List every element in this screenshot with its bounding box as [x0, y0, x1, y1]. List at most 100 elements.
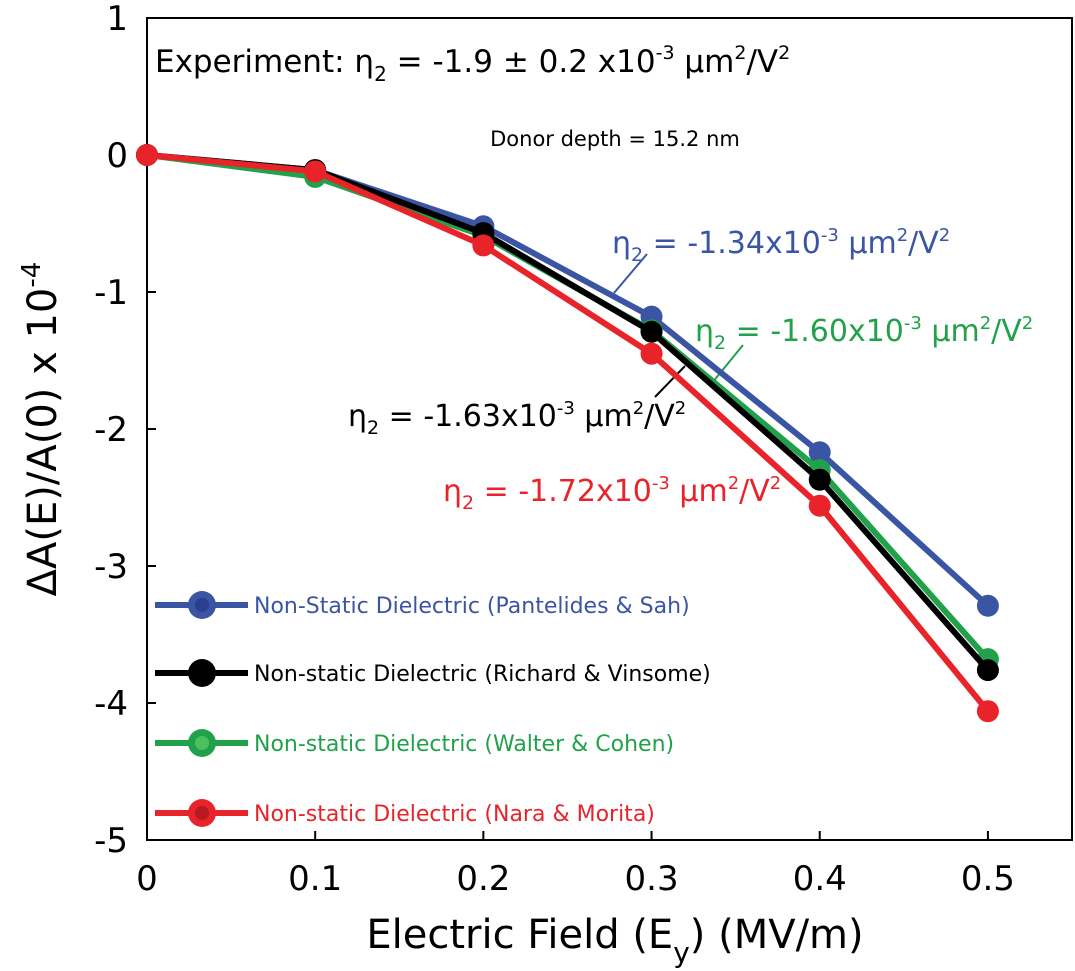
series-0-point — [808, 441, 831, 464]
eta-label-nara-value: = -1.72x10 — [474, 474, 652, 509]
legend: Non-Static Dielectric (Pantelides & Sah)… — [155, 591, 711, 827]
eta-label-walter-unit-sup: 2 — [980, 313, 991, 334]
axis-ticks — [146, 17, 989, 841]
eta-label-nara-unit: μm — [670, 474, 728, 509]
legend-swatch-marker-center — [195, 806, 209, 820]
eta-label-pantelides-tail-sup: 2 — [939, 225, 950, 246]
series-3-line — [144, 152, 991, 715]
eta-label-walter-tail-sup: 2 — [1022, 313, 1033, 334]
eta-label-walter-subscript: 2 — [714, 332, 726, 354]
series-3-point — [136, 144, 158, 166]
series-1-point — [808, 468, 831, 491]
eta-labels: η2 = -1.34x10-3 μm2/V2 η2 = -1.60x10-3 μ… — [348, 225, 1033, 514]
eta-label-nara-tail-sup: 2 — [770, 473, 781, 494]
series-0-point — [976, 594, 999, 617]
experiment-exponent: -3 — [656, 42, 675, 64]
leader-line-blue — [613, 253, 648, 294]
y-tick-label: -2 — [94, 410, 128, 450]
legend-label: Non-static Dielectric (Richard & Vinsome… — [254, 662, 711, 687]
experiment-value: = -1.9 ± 0.2 x10 — [387, 44, 656, 80]
eta-label-pantelides-value: = -1.34x10 — [643, 226, 821, 261]
x-tick-label: 0 — [136, 859, 158, 899]
eta-label-pantelides-subscript: 2 — [631, 244, 643, 266]
legend-label: Non-static Dielectric (Nara & Morita) — [254, 802, 655, 827]
y-axis-title-main: ΔA(E)/A(0) x 10 — [20, 288, 66, 597]
experiment-annotation: Experiment: η2 = -1.9 ± 0.2 x10-3 μm2/V2 — [155, 42, 790, 86]
eta-label-walter-value: = -1.60x10 — [726, 314, 904, 349]
legend-swatch-marker-center — [195, 598, 209, 612]
series-3 — [136, 144, 999, 723]
y-tick-label: -4 — [94, 684, 128, 724]
experiment-unit-superscript: 2 — [734, 42, 746, 64]
experiment-eta-subscript: 2 — [374, 62, 387, 86]
eta-label-nara: η2 = -1.72x10-3 μm2/V2 — [443, 473, 781, 514]
eta-label-richard-unit: μm — [575, 399, 633, 434]
eta-label-richard-unit-sup: 2 — [633, 398, 644, 419]
eta-label-walter-exponent: -3 — [904, 313, 922, 334]
eta-label-nara-unit-sup: 2 — [728, 473, 739, 494]
y-tick-label: -5 — [94, 821, 128, 861]
leader-line-black — [654, 365, 686, 398]
legend-label: Non-Static Dielectric (Pantelides & Sah) — [254, 594, 690, 619]
series-0-line — [144, 152, 991, 609]
x-axis-title-subscript: y — [673, 936, 690, 969]
eta-label-pantelides-tail: /V — [908, 226, 939, 261]
experiment-unit: μm — [675, 44, 735, 80]
y-tick-label: 0 — [106, 136, 128, 176]
eta-label-nara-symbol: η — [443, 474, 462, 509]
y-tick-label: -3 — [94, 547, 128, 587]
series-layer — [136, 144, 999, 723]
y-axis-title-superscript: -4 — [17, 262, 47, 288]
experiment-prefix: Experiment: η — [155, 44, 374, 80]
eta-label-richard-exponent: -3 — [557, 398, 575, 419]
eta-label-walter: η2 = -1.60x10-3 μm2/V2 — [695, 313, 1033, 354]
legend-item-3: Non-static Dielectric (Nara & Morita) — [155, 799, 655, 827]
series-3-point — [976, 700, 999, 723]
x-axis-title: Electric Field (Ey) (MV/m) — [366, 912, 863, 969]
eta-label-walter-tail: /V — [991, 314, 1022, 349]
eta-label-pantelides-symbol: η — [612, 226, 631, 261]
eta-label-richard-symbol: η — [348, 399, 367, 434]
series-0 — [136, 144, 999, 617]
eta-label-richard: η2 = -1.63x10-3 μm2/V2 — [348, 398, 686, 439]
eta-label-richard-tail: /V — [644, 399, 675, 434]
leader-line-green — [711, 344, 744, 384]
eta-label-richard-subscript: 2 — [367, 417, 379, 439]
x-axis-title-tail: ) (MV/m) — [690, 912, 864, 958]
eta-label-walter-unit: μm — [922, 314, 980, 349]
series-1-point — [976, 659, 999, 682]
eta-label-nara-exponent: -3 — [652, 473, 670, 494]
series-1-point — [640, 320, 663, 343]
series-3-point — [304, 160, 327, 183]
experiment-tail: /V — [746, 44, 778, 80]
series-3-point — [640, 342, 663, 365]
series-3-point — [472, 234, 495, 257]
axis-tick-labels: 0 0.1 0.2 0.3 0.4 0.5 1 0 -1 -2 -3 -4 -5 — [94, 0, 1015, 899]
x-axis-title-main: Electric Field (E — [366, 912, 673, 958]
y-tick-label: -1 — [94, 273, 128, 313]
legend-item-2: Non-static Dielectric (Walter & Cohen) — [155, 729, 674, 757]
eta-label-nara-subscript: 2 — [462, 492, 474, 514]
eta-label-nara-tail: /V — [739, 474, 770, 509]
legend-label: Non-static Dielectric (Walter & Cohen) — [254, 732, 674, 757]
eta-label-pantelides: η2 = -1.34x10-3 μm2/V2 — [612, 225, 950, 266]
eta-label-pantelides-unit-sup: 2 — [897, 225, 908, 246]
legend-swatch-marker-center — [195, 736, 209, 750]
legend-swatch-marker-center — [195, 666, 209, 680]
eta-label-richard-value: = -1.63x10 — [379, 399, 557, 434]
eta-label-richard-tail-sup: 2 — [675, 398, 686, 419]
annotation-leader-lines — [613, 253, 744, 398]
y-axis-title: ΔA(E)/A(0) x 10-4 — [17, 262, 66, 597]
x-tick-label: 0.5 — [961, 859, 1015, 899]
eta-label-pantelides-exponent: -3 — [821, 225, 839, 246]
y-tick-label: 1 — [106, 0, 128, 39]
legend-item-0: Non-Static Dielectric (Pantelides & Sah) — [155, 591, 690, 619]
eta-label-pantelides-unit: μm — [839, 226, 897, 261]
series-3-point — [808, 494, 831, 517]
donor-depth-label: Donor depth = 15.2 nm — [490, 127, 740, 151]
x-tick-label: 0.1 — [288, 859, 342, 899]
x-tick-label: 0.3 — [625, 859, 679, 899]
x-tick-label: 0.4 — [793, 859, 847, 899]
eta-label-walter-symbol: η — [695, 314, 714, 349]
